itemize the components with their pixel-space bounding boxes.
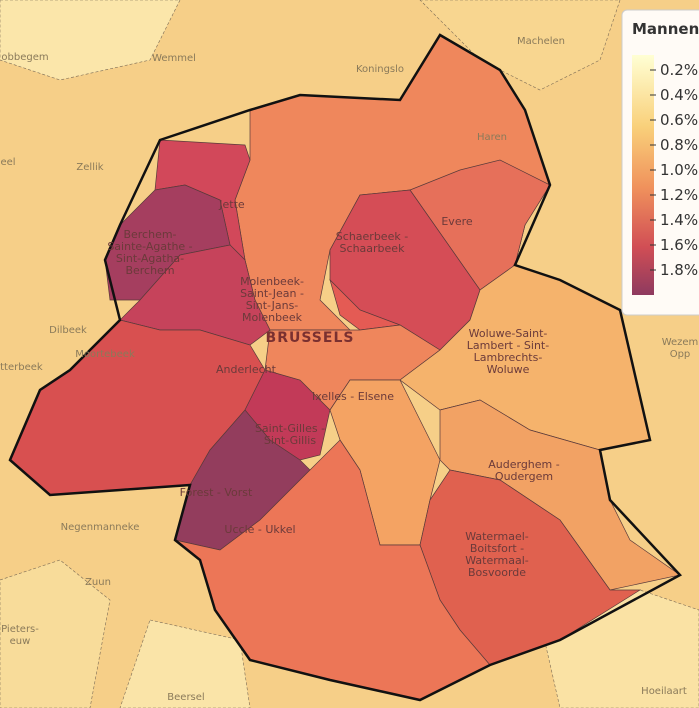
place-label: Bosvoorde [468, 566, 526, 579]
place-label: Berchem [125, 264, 174, 277]
place-label: eel [0, 157, 15, 168]
place-label: BRUSSELS [266, 330, 355, 346]
legend: Mannen 0.2% 0.4% 0.6% 0.8% 1.0% 1.2% 1.4% 1.6% 1… [621, 9, 699, 316]
place-label: Hoeilaart [641, 686, 687, 697]
place-label: Auderghem - [488, 458, 560, 471]
place-label: obbegem [1, 52, 48, 63]
place-label: Woluwe-Saint- [469, 327, 548, 340]
place-label: Oudergem [495, 470, 553, 483]
place-label: Watermael- [465, 530, 529, 543]
place-label: Sint-Agatha- [116, 252, 184, 265]
place-label: Boitsfort - [470, 542, 524, 555]
legend-label: 0.8% [660, 136, 698, 154]
place-label: Lambrechts- [474, 351, 543, 364]
place-label: Ixelles - Elsene [312, 390, 394, 403]
municipalities [8, 33, 683, 702]
place-label: Woluwe [487, 363, 530, 376]
place-label: Molenbeek [242, 311, 303, 324]
legend-label: 1.0% [660, 161, 698, 179]
place-label: Jette [218, 198, 245, 211]
place-label: Schaarbeek [340, 242, 406, 255]
place-label: Saint-Gilles - [255, 422, 325, 435]
place-label: Berchem- [123, 228, 176, 241]
place-label: Dilbeek [49, 325, 87, 336]
place-label: Opp [670, 349, 691, 360]
place-label: Pieters- [1, 624, 39, 635]
place-label: itterbeek [0, 362, 43, 373]
place-label: Sint-Jans- [246, 299, 299, 312]
place-label: Sainte-Agathe - [107, 240, 192, 253]
place-label: Zellik [76, 162, 103, 173]
place-label: Haren [477, 132, 507, 143]
legend-label: 0.4% [660, 86, 698, 104]
place-label: Lambert - Sint- [467, 339, 549, 352]
place-label: Forest - Vorst [180, 486, 253, 499]
place-label: Beersel [167, 692, 204, 703]
place-label: Watermaal- [465, 554, 529, 567]
place-label: Evere [441, 215, 473, 228]
place-label: Moortebeek [75, 349, 135, 360]
legend-label: 0.6% [660, 111, 698, 129]
place-label: Machelen [517, 36, 565, 47]
legend-label: 0.2% [660, 61, 698, 79]
place-label: Zuun [85, 577, 111, 588]
legend-label: 1.6% [660, 236, 698, 254]
place-label: Sint-Gillis [264, 434, 316, 447]
place-label: Negenmanneke [61, 522, 140, 533]
place-label: Molenbeek- [240, 275, 304, 288]
legend-label: 1.2% [660, 186, 698, 204]
place-labels: Machelen Wemmel obbegem Koningslo Haren Zelli… [0, 36, 698, 703]
legend-label: 1.4% [660, 211, 698, 229]
place-label: Uccle - Ukkel [224, 523, 295, 536]
place-label: Schaerbeek - [336, 230, 408, 243]
place-label: Koningslo [356, 64, 404, 75]
legend-label: 1.8% [660, 261, 698, 279]
place-label: euw [10, 636, 31, 647]
place-label: Wezem [662, 337, 699, 348]
place-label: Anderlecht [216, 363, 277, 376]
legend-title: Mannen [632, 20, 699, 38]
place-label: Wemmel [152, 53, 196, 64]
legend-gradient [632, 55, 654, 295]
place-label: Saint-Jean - [240, 287, 304, 300]
